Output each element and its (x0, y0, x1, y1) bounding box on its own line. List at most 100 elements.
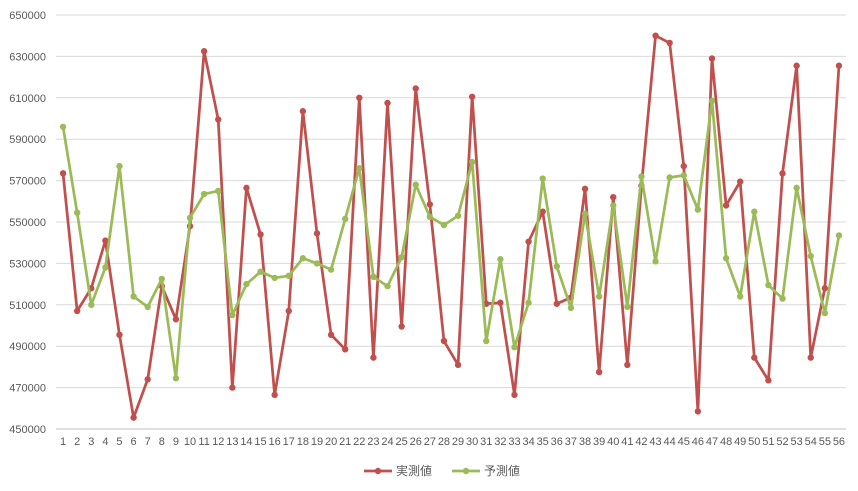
x-tick-label: 13 (226, 436, 238, 448)
data-point (666, 39, 673, 47)
data-point (708, 55, 716, 62)
y-tick-label: 630000 (9, 51, 46, 63)
data-point (553, 263, 561, 270)
data-point (835, 62, 843, 69)
data-point (215, 187, 222, 195)
y-tick-label: 510000 (9, 300, 46, 312)
y-tick-label: 530000 (9, 258, 46, 270)
x-tick-label: 49 (734, 436, 746, 448)
data-point (73, 209, 81, 216)
x-tick-label: 45 (678, 436, 690, 448)
data-point (553, 300, 561, 307)
legend-entry: 予測値 (452, 463, 520, 478)
x-tick-label: 48 (720, 436, 732, 448)
x-tick-label: 22 (353, 436, 365, 448)
y-tick-label: 650000 (9, 10, 46, 22)
data-point (243, 280, 250, 288)
data-point (172, 316, 180, 323)
x-tick-label: 31 (480, 436, 492, 448)
x-tick-label: 8 (159, 436, 165, 448)
data-point (257, 268, 264, 275)
x-tick-label: 38 (579, 436, 591, 448)
data-point (539, 208, 546, 215)
x-tick-label: 39 (593, 436, 605, 448)
data-point (821, 309, 829, 317)
data-point (497, 256, 504, 263)
data-point (426, 213, 434, 221)
y-tick-label: 590000 (9, 134, 46, 146)
data-point (666, 174, 673, 181)
data-point (73, 307, 81, 315)
data-point (624, 303, 631, 311)
data-point (581, 210, 589, 217)
data-point (468, 93, 476, 100)
data-point (412, 85, 419, 92)
data-point (567, 304, 575, 312)
y-tick-label: 490000 (9, 341, 46, 353)
legend-label: 予測値 (484, 463, 520, 478)
data-point (327, 331, 335, 339)
data-point (652, 258, 659, 265)
data-point (88, 301, 95, 308)
data-point (299, 255, 307, 262)
x-tick-label: 54 (805, 436, 817, 448)
data-point (257, 231, 264, 238)
x-tick-label: 29 (452, 436, 464, 448)
x-tick-label: 23 (367, 436, 379, 448)
data-point (229, 311, 236, 319)
data-point (370, 354, 377, 361)
x-tick-label: 6 (131, 436, 137, 448)
x-tick-label: 2 (74, 436, 80, 448)
data-point (186, 214, 194, 222)
x-tick-label: 5 (116, 436, 122, 448)
y-tick-label: 610000 (9, 93, 46, 105)
y-tick-label: 550000 (9, 217, 46, 229)
x-tick-label: 7 (145, 436, 151, 448)
data-point (370, 273, 377, 281)
data-point (525, 299, 532, 306)
data-point (807, 252, 814, 260)
x-tick-label: 10 (184, 436, 196, 448)
data-point (525, 238, 532, 245)
data-point (144, 303, 151, 311)
x-tick-label: 11 (198, 436, 209, 448)
data-point (341, 215, 349, 223)
y-tick-label: 570000 (9, 176, 46, 188)
data-point (200, 48, 208, 55)
x-tick-label: 18 (297, 436, 309, 448)
data-point (497, 299, 504, 306)
x-tick-label: 46 (692, 436, 704, 448)
data-point (779, 295, 786, 302)
data-point (116, 331, 123, 339)
data-point (440, 337, 448, 345)
x-tick-label: 41 (621, 436, 633, 448)
x-tick-label: 53 (791, 436, 803, 448)
series-line (61, 99, 841, 380)
x-tick-label: 47 (706, 436, 718, 448)
data-point (680, 172, 687, 179)
data-point (271, 391, 278, 399)
data-point (215, 116, 222, 123)
data-point (384, 282, 391, 290)
data-point (765, 281, 772, 289)
data-point (595, 368, 603, 376)
data-point (200, 190, 208, 198)
x-tick-label: 43 (649, 436, 661, 448)
data-point (356, 94, 363, 102)
data-point (299, 108, 307, 115)
data-point (102, 264, 109, 271)
x-tick-label: 34 (522, 436, 534, 448)
x-tick-label: 42 (635, 436, 647, 448)
x-tick-label: 15 (254, 436, 266, 448)
data-point (511, 391, 518, 399)
x-tick-label: 35 (537, 436, 549, 448)
data-point (708, 97, 716, 105)
data-point (102, 237, 109, 244)
data-point (172, 375, 180, 382)
x-tick-label: 1 (60, 436, 66, 448)
data-point (398, 253, 405, 261)
data-point (327, 266, 335, 273)
x-tick-label: 36 (551, 436, 563, 448)
data-point (581, 185, 589, 193)
